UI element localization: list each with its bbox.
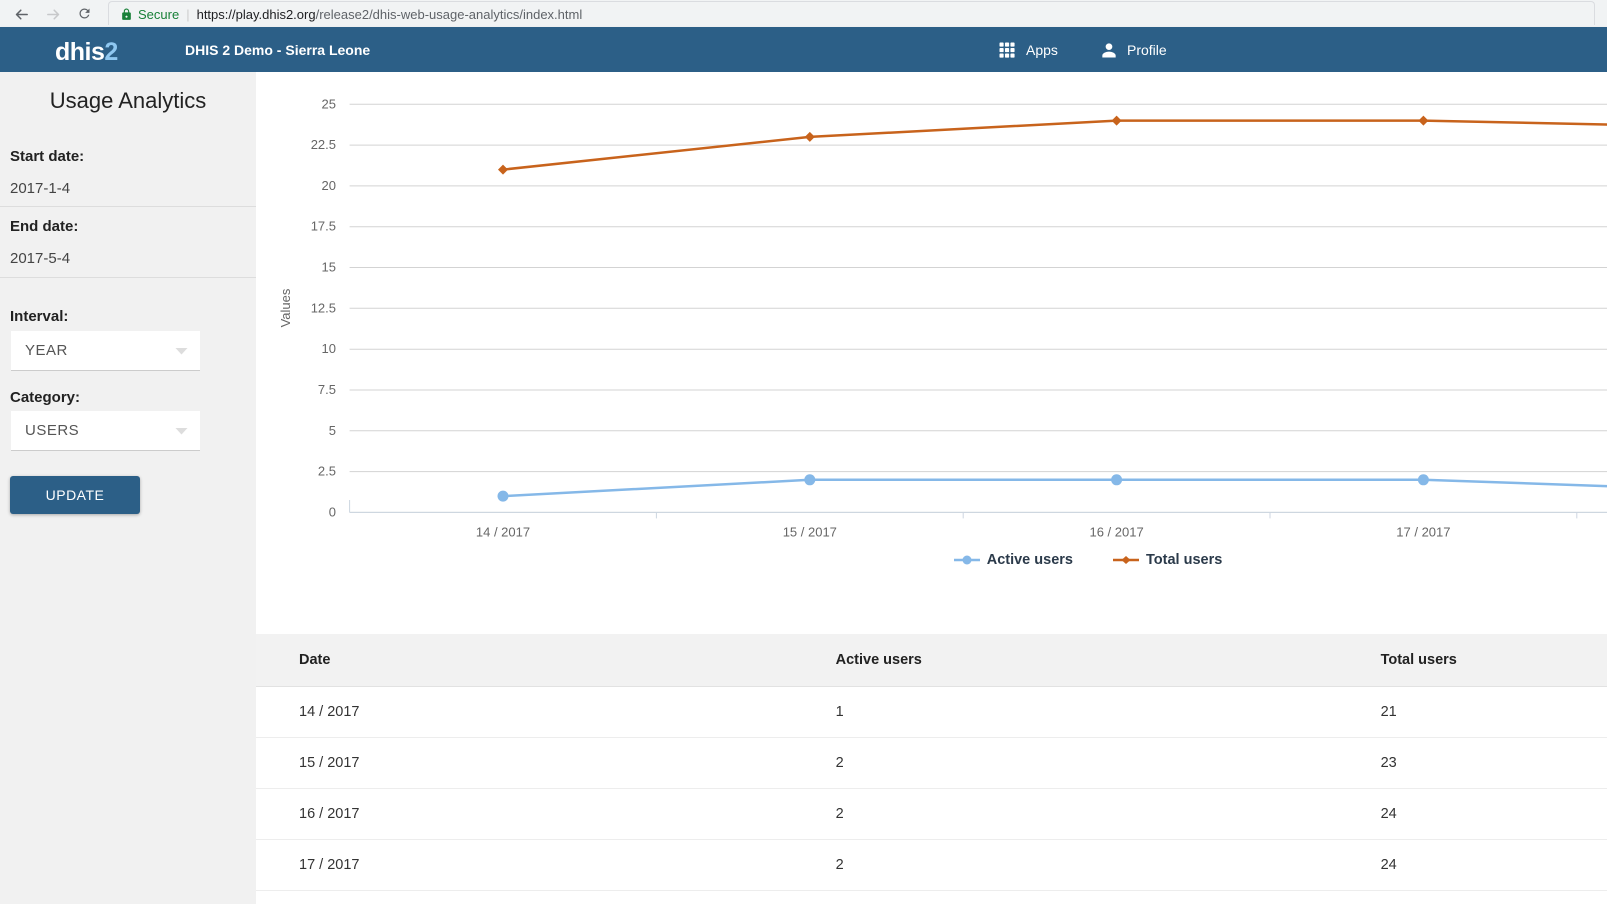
svg-text:10: 10 [322,341,336,356]
svg-text:17 / 2017: 17 / 2017 [1396,524,1450,539]
svg-text:12.5: 12.5 [311,300,336,315]
svg-text:Values: Values [278,288,293,327]
svg-text:5: 5 [329,423,336,438]
svg-text:17.5: 17.5 [311,219,336,234]
svg-text:16 / 2017: 16 / 2017 [1089,524,1143,539]
svg-text:22.5: 22.5 [311,137,336,152]
svg-text:15 / 2017: 15 / 2017 [783,524,837,539]
svg-text:0: 0 [329,504,336,519]
svg-text:15: 15 [322,260,336,275]
svg-text:25: 25 [322,96,336,111]
svg-text:7.5: 7.5 [318,382,336,397]
svg-text:20: 20 [322,178,336,193]
svg-text:2.5: 2.5 [318,464,336,479]
svg-text:14 / 2017: 14 / 2017 [476,524,530,539]
